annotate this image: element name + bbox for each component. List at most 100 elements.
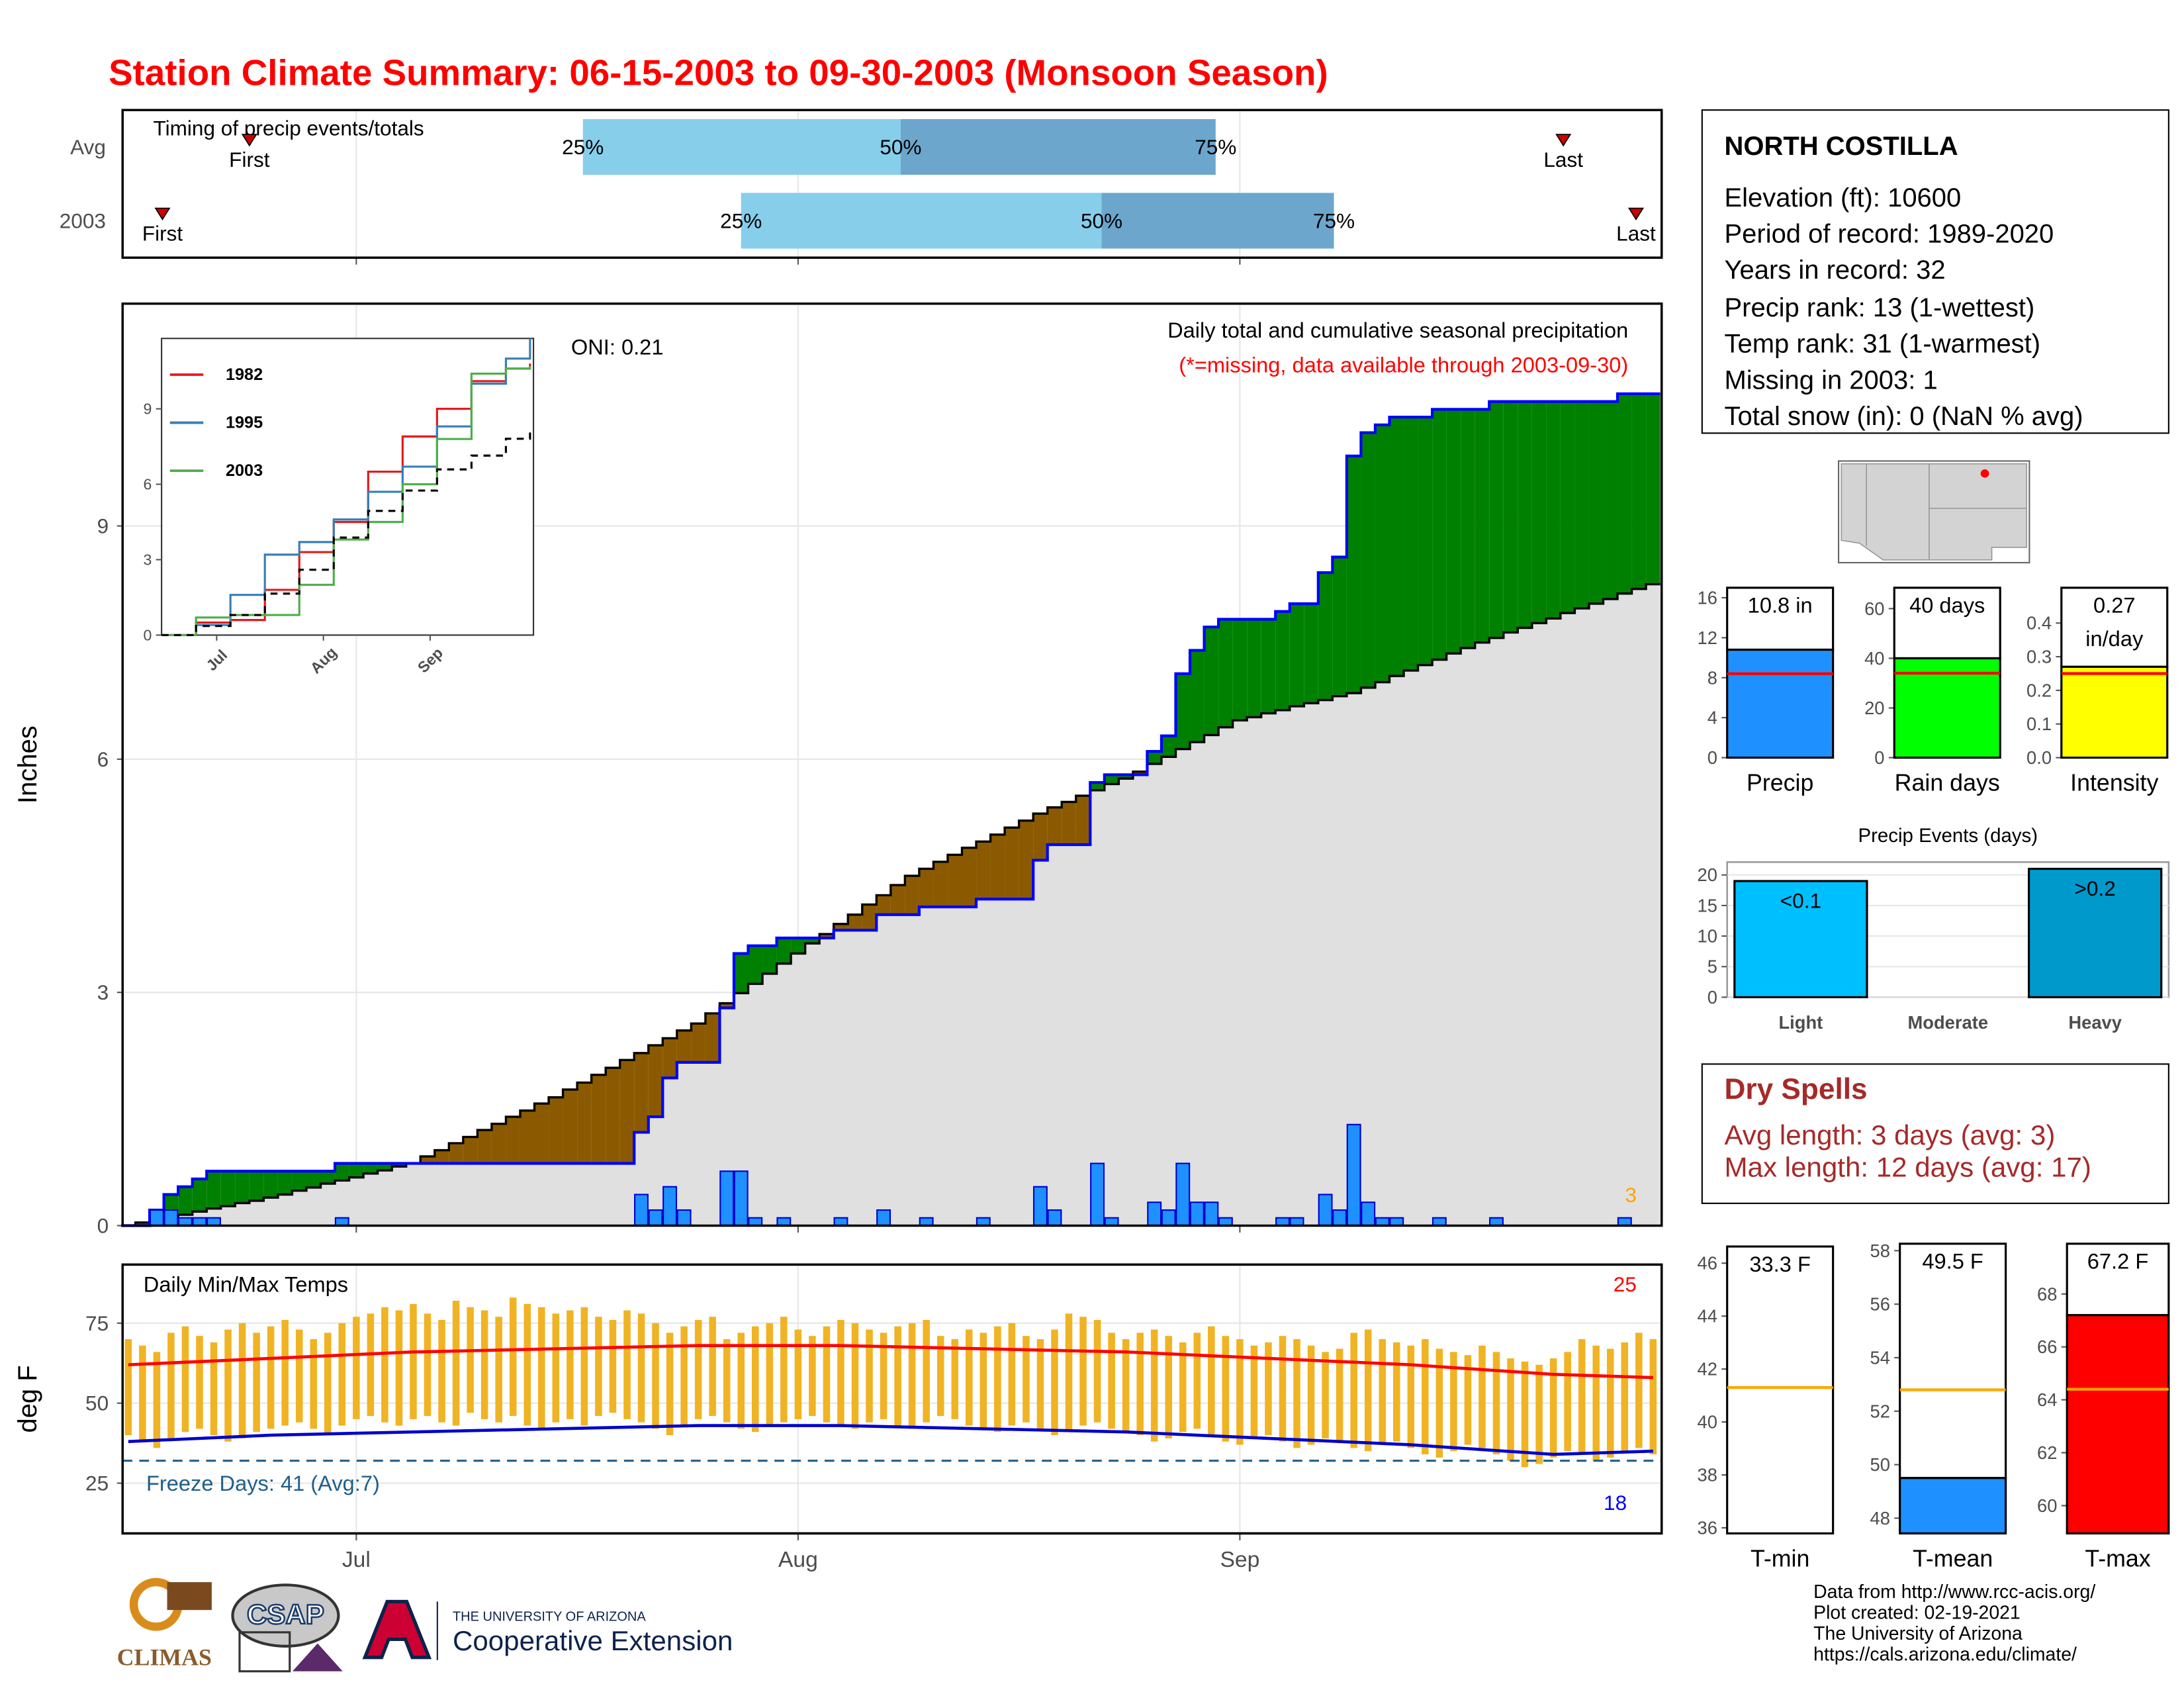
daily-bar: [1361, 1201, 1376, 1227]
departure-fill: [791, 937, 805, 954]
temp-range-bar: [1322, 1352, 1329, 1438]
departure-fill: [1062, 802, 1076, 845]
departure-fill: [691, 1023, 705, 1062]
departure-fill: [249, 1171, 264, 1201]
value-label-frame: [1726, 586, 1835, 651]
quartile-label: 25%: [562, 135, 604, 159]
page-title: Station Climate Summary: 06-15-2003 to 0…: [109, 52, 1328, 93]
temp-range-bar: [1350, 1333, 1357, 1448]
departure-fill: [1104, 774, 1119, 784]
footer-line: https://cals.arizona.edu/climate/: [1813, 1644, 2077, 1665]
departure-fill: [719, 1003, 734, 1008]
y-tick-label: 40: [1864, 648, 1884, 669]
temp-range-bar: [1450, 1352, 1457, 1452]
temp-range-bar: [1578, 1339, 1586, 1455]
chart-title: Precip Events (days): [1858, 825, 2038, 847]
value-label: 49.5 F: [1922, 1250, 1983, 1275]
chart-title: Timing of precip events/totals: [154, 117, 424, 140]
y-tick-label: 25: [85, 1472, 109, 1495]
y-tick-label: 20: [1698, 865, 1717, 885]
temp-range-bar: [1023, 1336, 1030, 1423]
temp-range-bar: [552, 1313, 560, 1423]
departure-fill: [591, 1074, 606, 1164]
temp-range-bar: [1606, 1348, 1614, 1458]
departure-fill: [1461, 409, 1475, 648]
temp-range-bar: [966, 1329, 973, 1426]
value-label: 67.2 F: [2087, 1250, 2149, 1275]
y-tick-label: 54: [1870, 1347, 1890, 1368]
temp-range-bar: [480, 1310, 488, 1419]
temp-range-bar: [1549, 1358, 1557, 1458]
temp-range-bar: [936, 1336, 944, 1417]
record-low-count: 18: [1604, 1491, 1627, 1515]
quartile-bar: [582, 118, 901, 175]
departure-fill: [135, 1222, 150, 1226]
x-tick-label: Light: [1778, 1012, 1823, 1033]
temp-range-bar: [523, 1303, 531, 1426]
departure-fill: [1531, 401, 1547, 624]
departure-fill: [1574, 401, 1589, 609]
y-tick-label: 64: [2037, 1389, 2057, 1410]
departure-fill: [363, 1163, 378, 1174]
temp-range-bar: [766, 1323, 774, 1426]
panel-label: Intensity: [2070, 769, 2158, 796]
x-tick-label: Aug: [778, 1548, 818, 1572]
departure-fill: [1204, 627, 1219, 735]
daily-bar: [1032, 1186, 1048, 1227]
value-label-box: 0.27 in/day: [2085, 594, 2143, 651]
y-axis-title: Inches: [13, 726, 42, 804]
temp-range-bar: [181, 1326, 189, 1432]
value-label-box: 33.3 F: [1749, 1254, 1811, 1278]
temp-range-bar: [694, 1320, 702, 1419]
cumulative-line: [161, 366, 531, 636]
departure-fill: [1389, 417, 1404, 677]
csap-logo: CSAP: [231, 1583, 343, 1673]
departure-fill: [890, 885, 905, 915]
departure-fill: [1090, 782, 1105, 790]
chart-title: Daily Min/Max Temps: [144, 1272, 348, 1296]
daily-bar: [163, 1209, 179, 1227]
departure-fill: [1304, 603, 1318, 704]
temp-range-bar: [709, 1317, 716, 1417]
departure-fill: [220, 1171, 236, 1207]
y-tick-label: 4: [1707, 708, 1717, 728]
departure-fill: [634, 1053, 649, 1133]
daily-bar: [1104, 1217, 1119, 1227]
y-tick-label: 16: [1698, 587, 1717, 608]
temp-range-bar: [1279, 1336, 1287, 1442]
temp-range-bar: [623, 1310, 631, 1419]
departure-fill: [1560, 401, 1575, 614]
departure-fill: [1318, 573, 1333, 700]
departure-fill: [933, 861, 948, 907]
station-line: Temp rank: 31 (1-warmest): [1724, 330, 2040, 359]
legend-label: 1995: [226, 414, 263, 432]
temp-range-bar: [367, 1313, 375, 1417]
temp-range-bar: [1635, 1333, 1643, 1448]
y-tick-label: 0: [1874, 747, 1884, 768]
daily-bar: [719, 1170, 735, 1227]
departure-fill: [520, 1110, 535, 1164]
y-tick-label: 52: [1870, 1401, 1890, 1421]
daily-bar: [976, 1217, 991, 1227]
daily-bar: [1047, 1209, 1062, 1227]
departure-fill: [1418, 417, 1433, 665]
departure-fill: [648, 1045, 663, 1117]
daily-bar: [648, 1209, 663, 1227]
temp-range-bar: [1592, 1345, 1600, 1461]
dry-spells-line: Max length: 12 days (avg: 17): [1724, 1152, 2091, 1183]
departure-fill: [919, 868, 934, 907]
event-label: First: [142, 221, 183, 245]
record-high-count: 25: [1614, 1272, 1637, 1296]
daily-bar: [1218, 1217, 1233, 1227]
x-tick-label: Heavy: [2068, 1012, 2122, 1033]
temp-range-bar: [395, 1310, 403, 1426]
bar-threshold-label: >0.2: [2075, 876, 2116, 900]
temp-range-bar: [1193, 1333, 1201, 1429]
departure-fill: [947, 855, 962, 907]
value-label: 10.8 in: [1747, 594, 1813, 619]
temp-range-bar: [652, 1323, 659, 1429]
daily-bar: [1389, 1217, 1404, 1227]
y-tick-label: 6: [144, 476, 152, 493]
departure-fill: [1033, 814, 1048, 861]
departure-fill: [1190, 650, 1205, 743]
